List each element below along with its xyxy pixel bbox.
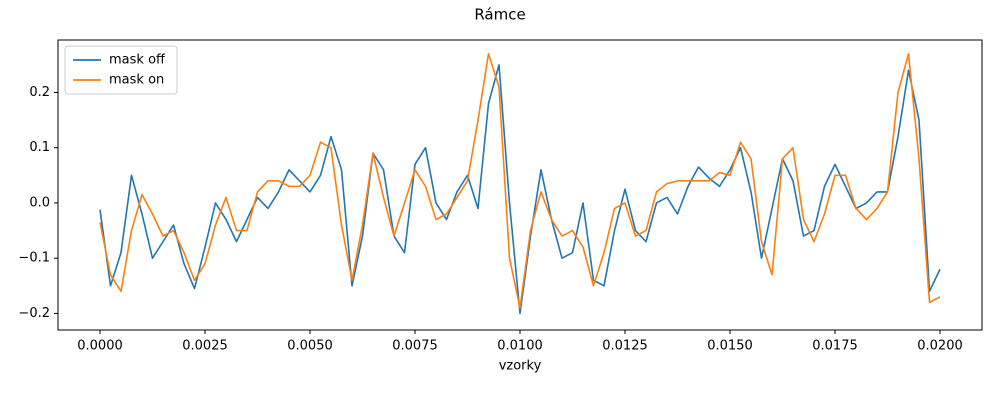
- series-line: [99, 64, 941, 315]
- y-tick-label: −0.1: [18, 251, 50, 266]
- x-tick-label: 0.0150: [707, 339, 753, 354]
- x-tick-label: 0.0125: [602, 339, 648, 354]
- x-tick-label: 0.0100: [497, 339, 543, 354]
- chart-title: Rámce: [474, 6, 525, 24]
- y-tick-label: 0.0: [29, 195, 50, 210]
- legend-box: [64, 45, 178, 95]
- x-tick-label: 0.0075: [392, 339, 438, 354]
- legend: mask off mask on: [64, 45, 178, 95]
- y-tick-label: 0.2: [29, 85, 50, 100]
- y-tick-label: −0.2: [18, 306, 50, 321]
- x-axis-label: vzorky: [499, 359, 542, 374]
- legend-label: mask off: [109, 53, 166, 68]
- plot-frame: [57, 39, 983, 331]
- series-line: [99, 53, 941, 309]
- x-tick-label: 0.0025: [182, 339, 228, 354]
- x-tick-label: 0.0175: [812, 339, 858, 354]
- x-tick-label: 0.0200: [917, 339, 963, 354]
- x-tick-label: 0.0000: [77, 339, 123, 354]
- x-tick-label: 0.0050: [287, 339, 333, 354]
- legend-label: mask on: [109, 73, 164, 88]
- y-tick-label: 0.1: [29, 140, 50, 155]
